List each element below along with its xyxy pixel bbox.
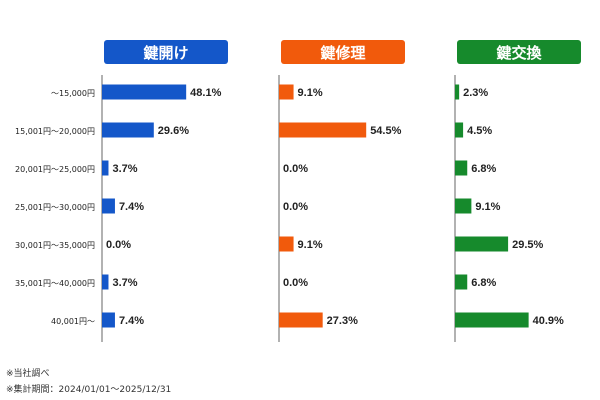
bar [455, 160, 468, 176]
data-label: 29.5% [512, 239, 543, 251]
bar [279, 84, 294, 100]
bar [102, 160, 109, 176]
category-label: 40,001円～ [51, 317, 95, 326]
category-label: 20,001円～25,000円 [15, 165, 95, 174]
series-header-3 [457, 40, 581, 64]
data-label: 6.8% [471, 277, 496, 289]
data-label: 0.0% [283, 201, 308, 213]
data-label: 4.5% [467, 125, 492, 137]
bar [455, 312, 529, 328]
series-name: 鍵修理 [320, 44, 365, 62]
data-label: 2.3% [463, 87, 488, 99]
category-label: 30,001円～35,000円 [15, 241, 95, 250]
data-label: 9.1% [298, 239, 323, 251]
series-name: 鍵開け [143, 44, 188, 62]
data-label: 27.3% [327, 315, 358, 327]
data-label: 54.5% [370, 125, 401, 137]
bar [455, 122, 464, 138]
data-label: 3.7% [112, 277, 137, 289]
bar [102, 274, 109, 290]
data-label: 48.1% [190, 87, 221, 99]
bar [102, 312, 115, 328]
bar [279, 312, 323, 328]
bar [279, 236, 294, 252]
data-label: 7.4% [119, 201, 144, 213]
data-label: 0.0% [106, 239, 131, 251]
data-label: 6.8% [471, 163, 496, 175]
data-label: 0.0% [283, 277, 308, 289]
data-label: 3.7% [112, 163, 137, 175]
category-label: 15,001円～20,000円 [15, 127, 95, 136]
data-label: 9.1% [475, 201, 500, 213]
series-name: 鍵交換 [496, 44, 542, 62]
note-period: ※集計期間：2024/01/01～2025/12/31 [6, 385, 172, 395]
category-label: 35,001円～40,000円 [15, 279, 95, 288]
bar [102, 122, 154, 138]
note-source: ※当社調べ [6, 369, 50, 379]
data-label: 7.4% [119, 315, 144, 327]
data-label: 29.6% [158, 125, 189, 137]
data-label: 0.0% [283, 163, 308, 175]
series-header-2 [281, 40, 405, 64]
data-label: 9.1% [298, 87, 323, 99]
category-label: 25,001円～30,000円 [15, 203, 95, 212]
bar [279, 122, 367, 138]
series-header-1 [104, 40, 228, 64]
bar [455, 198, 472, 214]
data-label: 40.9% [533, 315, 564, 327]
bar [455, 84, 460, 100]
bar [455, 236, 509, 252]
bar [455, 274, 468, 290]
category-label: ～15,000円 [51, 89, 95, 98]
bar [102, 198, 115, 214]
bar [102, 84, 187, 100]
